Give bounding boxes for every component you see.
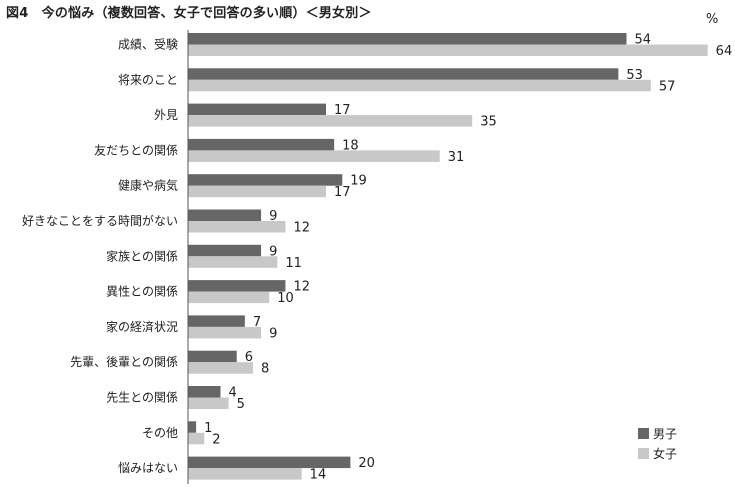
bar-female [188,44,708,56]
value-label: 9 [269,209,277,224]
value-label: 18 [342,138,359,153]
bar-male [188,421,197,433]
category-label: 異性との関係 [106,285,178,299]
bar-male [188,209,262,221]
value-label: 12 [293,280,310,295]
value-label: 6 [245,350,253,365]
bar-female [188,432,205,445]
value-label: 64 [716,44,733,59]
bar-male [188,386,221,398]
bar-female [188,115,473,127]
value-label: 20 [358,456,375,471]
category-label: 好きなことをする時間がない [22,213,178,228]
category-label: 先生との関係 [106,391,178,405]
value-label: 2 [212,432,220,447]
category-label: 成績、受験 [118,37,178,52]
bar-male [188,68,619,80]
bar-female [188,362,253,374]
category-label: その他 [142,426,178,440]
bar-female [188,79,651,92]
bar-male [188,244,262,257]
value-label: 9 [269,244,277,259]
bar-female [188,150,440,162]
value-label: 9 [269,326,277,341]
category-label: 健康や病気 [118,178,178,193]
value-label: 57 [659,79,676,94]
bar-female [188,397,229,409]
value-label: 35 [480,115,497,130]
category-label: 家族との関係 [106,248,178,263]
category-label: 悩みはない [118,461,178,475]
category-label: 将来のこと [118,73,178,87]
bar-male [188,315,245,327]
legend-swatch-female [638,448,649,459]
legend-label-male: 男子 [653,427,677,441]
value-label: 7 [253,315,261,330]
bar-male [188,350,237,363]
category-label: 家の経済状況 [106,319,178,334]
legend-label-female: 女子 [653,446,677,461]
bars-group [188,33,708,480]
bar-female [188,221,286,233]
bar-male [188,174,343,186]
value-label: 19 [350,174,367,189]
value-label: 14 [310,468,327,483]
category-label: 先輩、後輩との関係 [70,354,178,369]
value-label: 8 [261,362,269,377]
bar-male [188,456,351,469]
bar-female [188,326,262,339]
category-label: 外見 [154,108,178,122]
bar-male [188,103,327,116]
bar-male [188,138,335,151]
category-label: 友だちとの関係 [94,143,178,157]
bar-female [188,256,278,268]
value-label: 11 [285,256,302,271]
bar-female [188,468,302,480]
value-label: 4 [228,386,236,401]
bar-female [188,185,327,198]
figure-title: 図4 今の悩み（複数回答、女子で回答の多い順）＜男女別＞ [6,6,372,21]
unit-label: % [706,12,719,27]
legend-swatch-male [638,428,649,439]
value-label: 17 [334,185,351,200]
value-label: 53 [626,68,643,83]
value-label: 17 [334,103,351,118]
value-label: 54 [634,33,651,48]
bar-male [188,280,286,292]
value-label: 31 [448,150,465,165]
value-label: 12 [293,221,310,236]
value-label: 1 [204,421,212,436]
bar-male [188,33,627,45]
value-label: 5 [237,397,245,412]
bar-female [188,291,270,304]
value-label: 10 [277,291,294,306]
